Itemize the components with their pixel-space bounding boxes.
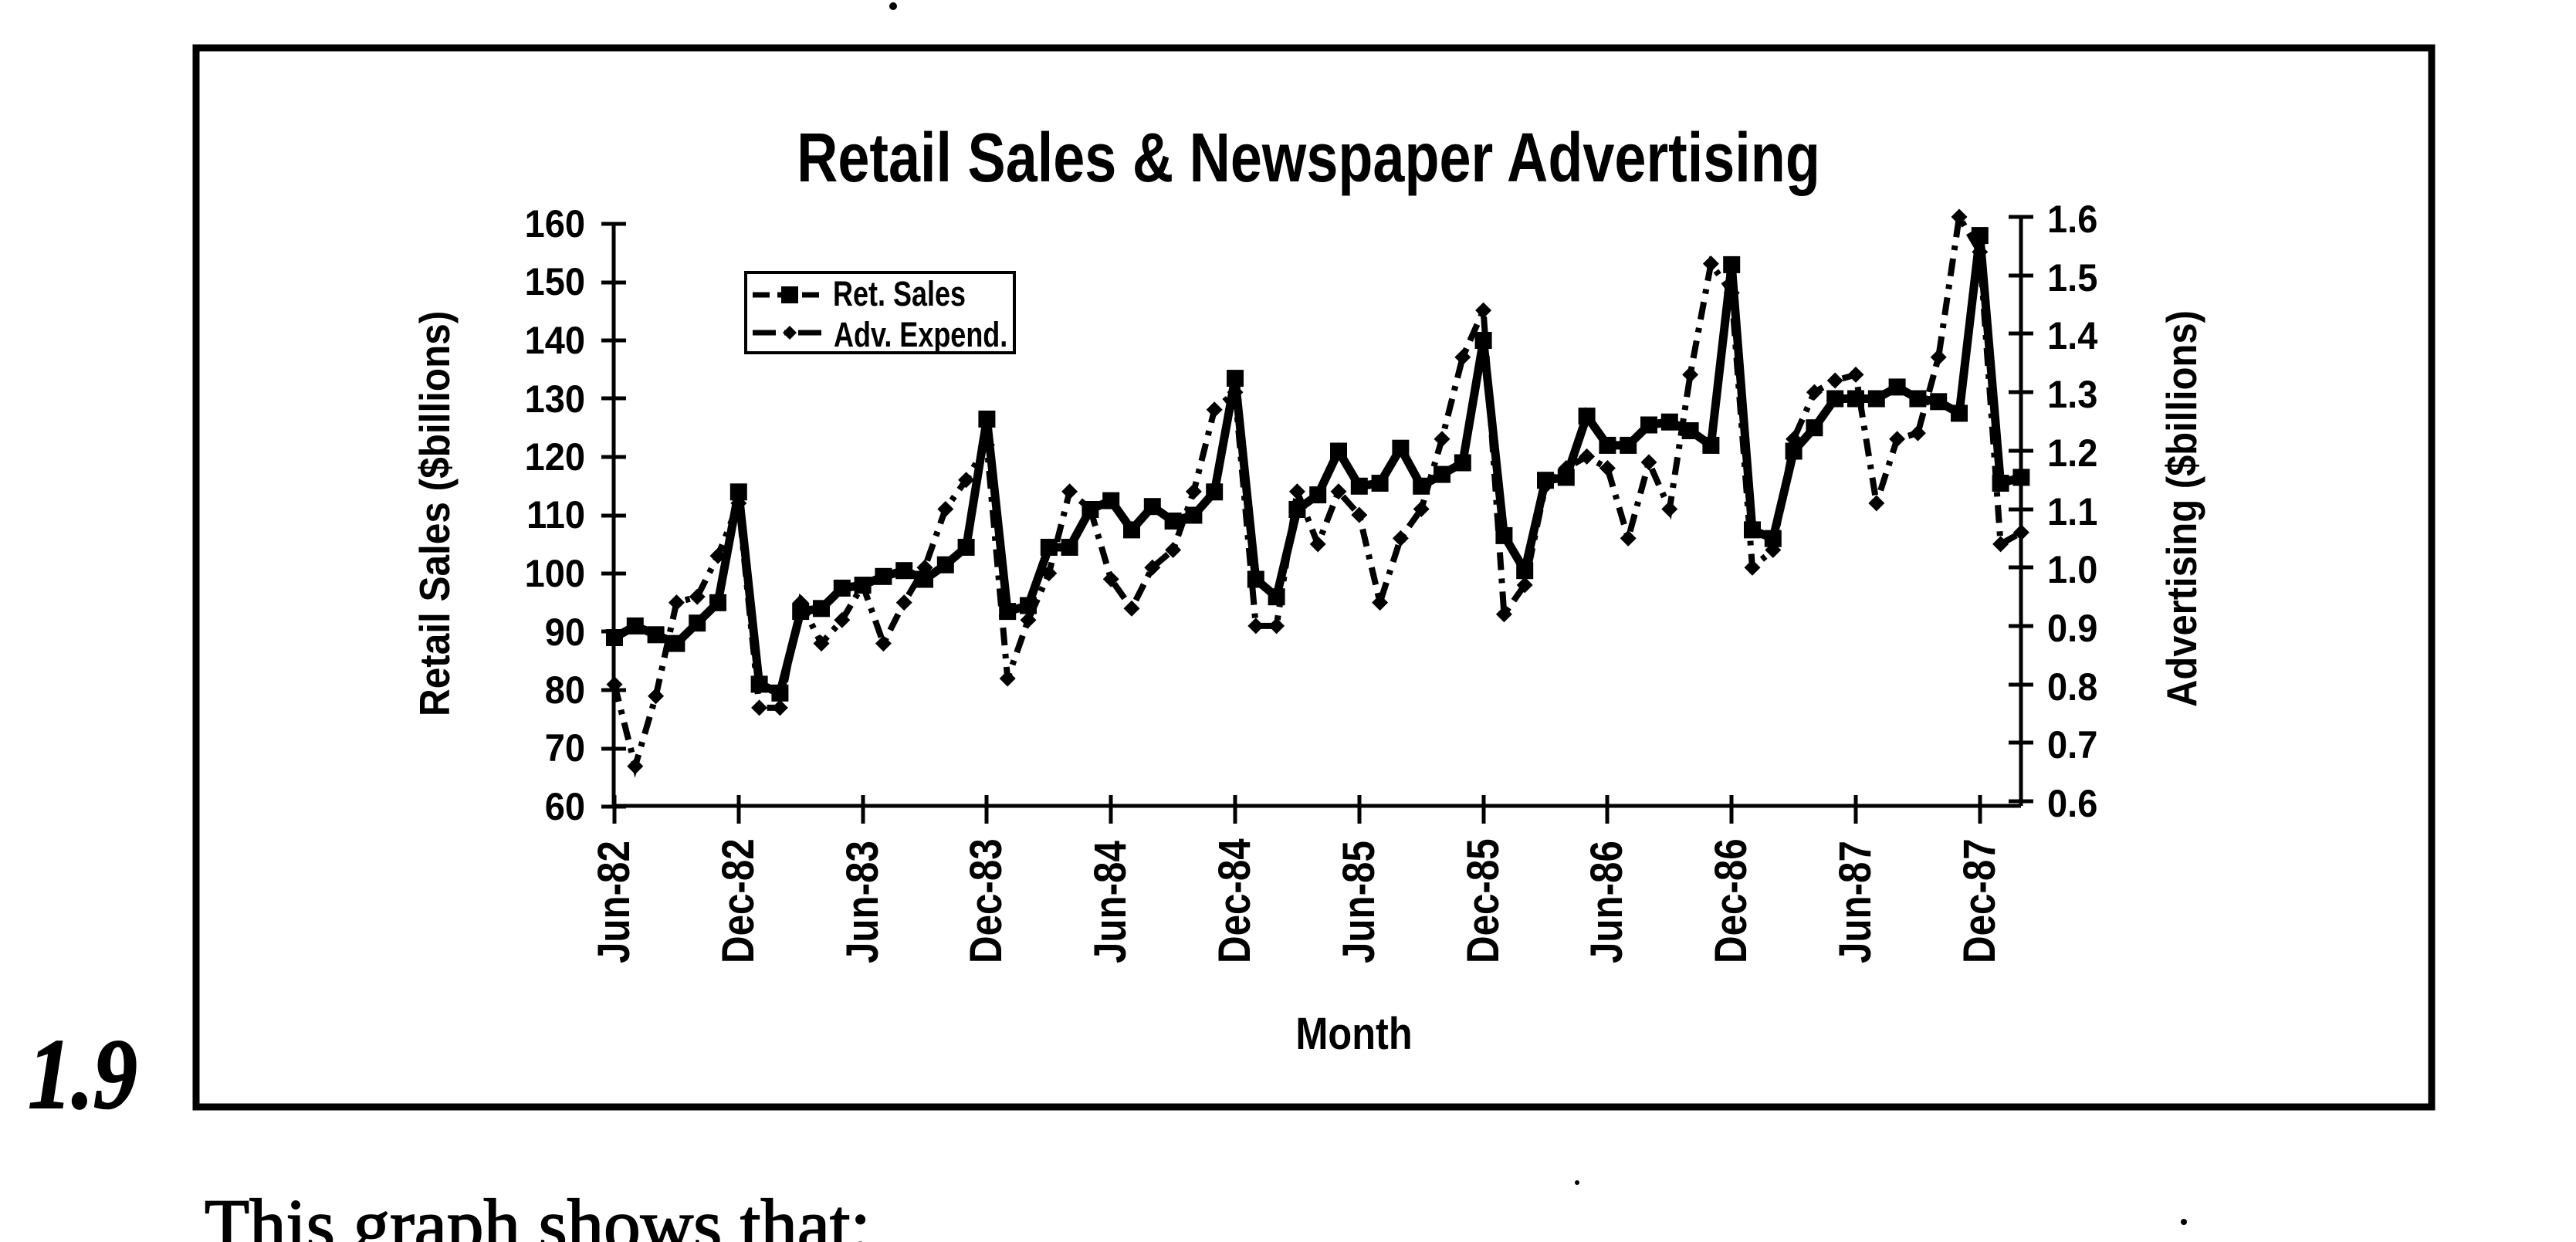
svg-text:130: 130 [525, 378, 585, 421]
svg-text:140: 140 [525, 320, 585, 363]
svg-text:1.0: 1.0 [2047, 549, 2097, 592]
svg-text:120: 120 [525, 436, 585, 479]
svg-text:0.8: 0.8 [2047, 666, 2097, 709]
svg-text:1.4: 1.4 [2047, 315, 2097, 358]
svg-text:Dec-86: Dec-86 [1706, 838, 1756, 963]
svg-text:Jun-87: Jun-87 [1830, 841, 1880, 963]
svg-text:Retail Sales & Newspaper Adver: Retail Sales & Newspaper Advertising [797, 120, 1820, 197]
svg-text:Adv. Expend.: Adv. Expend. [834, 315, 1007, 354]
svg-text:Month: Month [1295, 1009, 1412, 1059]
svg-text:60: 60 [545, 786, 585, 829]
svg-text:This graph shows that:: This graph shows that: [205, 1184, 871, 1242]
svg-text:1.5: 1.5 [2047, 257, 2097, 300]
svg-text:Dec-84: Dec-84 [1210, 838, 1260, 963]
svg-text:1.9: 1.9 [28, 1019, 137, 1130]
svg-text:1.6: 1.6 [2047, 198, 2097, 242]
svg-text:80: 80 [545, 669, 585, 712]
svg-text:110: 110 [526, 494, 585, 537]
svg-text:150: 150 [525, 261, 585, 304]
svg-text:Dec-83: Dec-83 [961, 838, 1011, 963]
svg-text:Ret. Sales: Ret. Sales [833, 274, 966, 313]
svg-text:Jun-84: Jun-84 [1085, 841, 1136, 963]
svg-text:160: 160 [525, 203, 585, 246]
svg-text:Advertising ($billions): Advertising ($billions) [2158, 310, 2205, 707]
svg-text:0.9: 0.9 [2047, 607, 2097, 651]
svg-text:90: 90 [545, 611, 585, 655]
svg-text:Retail Sales ($billions): Retail Sales ($billions) [412, 311, 459, 716]
svg-text:0.7: 0.7 [2047, 724, 2097, 767]
svg-text:Jun-83: Jun-83 [838, 841, 888, 963]
svg-text:1.2: 1.2 [2047, 432, 2097, 475]
svg-text:1.3: 1.3 [2047, 374, 2097, 417]
svg-text:Jun-85: Jun-85 [1334, 841, 1384, 963]
svg-text:Dec-87: Dec-87 [1955, 838, 2005, 963]
svg-text:1.1: 1.1 [2047, 491, 2097, 534]
svg-text:Jun-86: Jun-86 [1582, 841, 1632, 963]
svg-text:Dec-82: Dec-82 [713, 838, 763, 963]
svg-text:Dec-85: Dec-85 [1458, 838, 1508, 963]
svg-text:70: 70 [545, 727, 585, 770]
svg-text:100: 100 [525, 553, 585, 596]
svg-text:Jun-82: Jun-82 [589, 841, 639, 963]
svg-text:0.6: 0.6 [2047, 783, 2097, 826]
